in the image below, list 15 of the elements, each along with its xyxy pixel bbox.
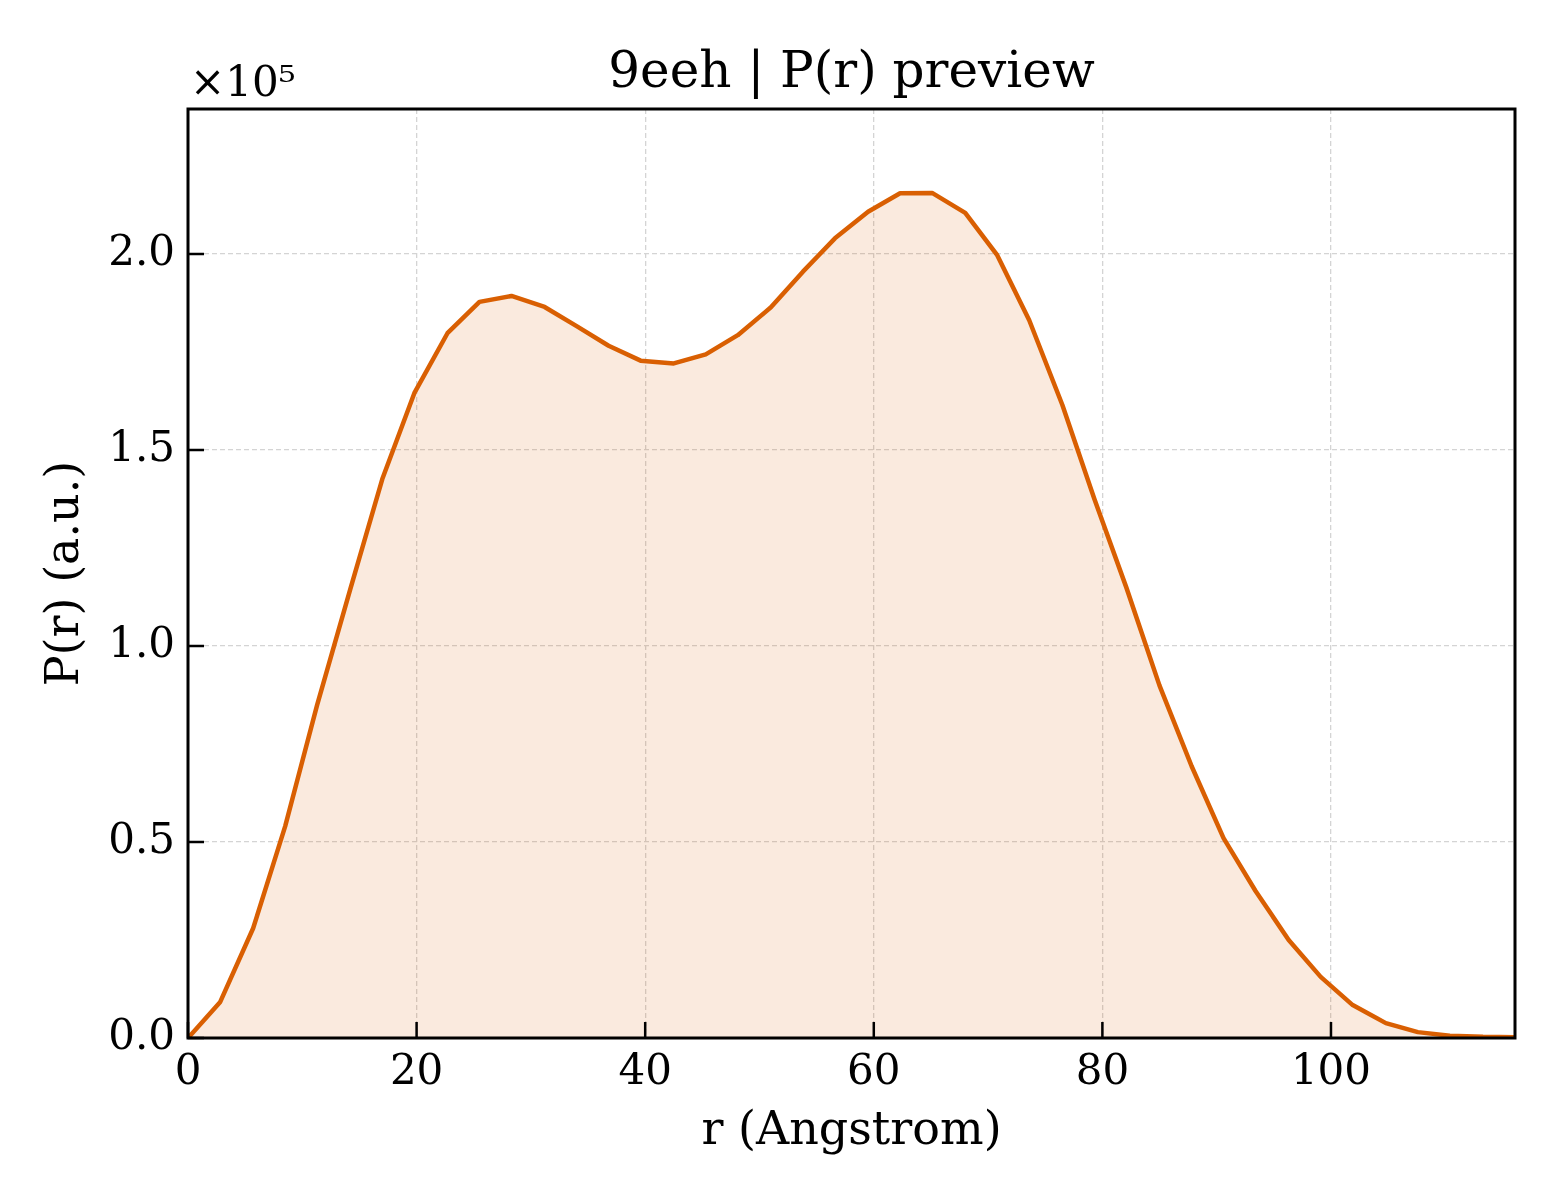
y-tick-label: 0.5 [108, 813, 175, 863]
x-tick-label: 20 [389, 1045, 444, 1095]
chart-title: 9eeh | P(r) preview [608, 41, 1095, 99]
y-tick-label: 1.0 [108, 617, 175, 667]
y-axis-title: P(r) (a.u.) [34, 460, 89, 687]
x-tick-label: 0 [174, 1045, 202, 1095]
x-tick-label: 60 [847, 1045, 901, 1095]
x-axis-title: r (Angstrom) [701, 1101, 1002, 1156]
text: ×10⁵ [190, 57, 296, 106]
y-tick-label: 2.0 [108, 225, 175, 275]
x-tick-label: 100 [1290, 1045, 1372, 1095]
x-tick-label: 80 [1075, 1045, 1130, 1095]
y-tick-label: 1.5 [108, 421, 175, 471]
y-tick-label: 0.0 [108, 1009, 175, 1059]
x-tick-label: 40 [618, 1045, 672, 1095]
